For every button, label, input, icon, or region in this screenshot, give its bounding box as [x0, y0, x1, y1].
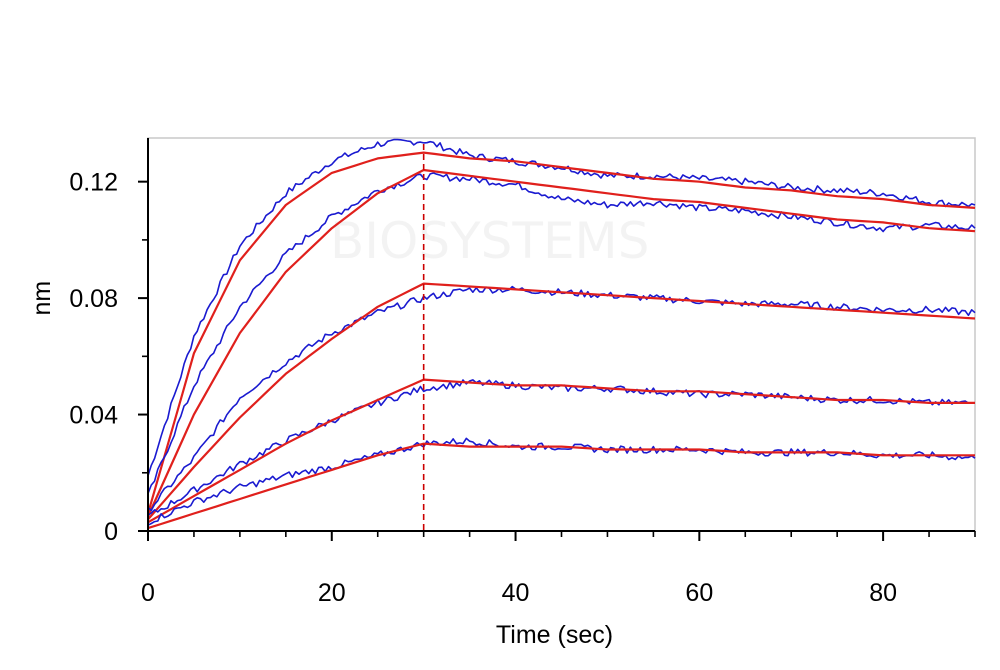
x-tick-label: 40 — [502, 579, 530, 607]
y-tick-label: 0.12 — [69, 169, 118, 197]
y-tick-label: 0 — [104, 518, 118, 546]
series-layer — [146, 138, 976, 530]
fit-curve-3 — [146, 168, 976, 517]
measured-curve-2 — [147, 172, 976, 494]
watermark-text: BIOSYSTEMS — [330, 212, 649, 270]
y-tick-label: 0.08 — [69, 285, 118, 313]
fit-curve-5 — [147, 282, 976, 521]
x-tick-label: 80 — [869, 579, 897, 607]
y-axis-title: nm — [28, 281, 56, 316]
fit-curve-7 — [147, 378, 975, 524]
fit-curve-1 — [146, 151, 976, 514]
x-tick-label: 20 — [318, 579, 346, 607]
axes-layer: 0 0.04 0.08 0.12 0 20 40 60 80 — [69, 138, 976, 607]
fit-curve-9 — [147, 442, 975, 530]
x-tick-label: 0 — [141, 579, 155, 607]
x-axis-title: Time (sec) — [496, 621, 613, 649]
y-tick-label: 0.04 — [69, 402, 118, 430]
measured-curve-0 — [147, 138, 976, 477]
watermark: BIOSYSTEMS — [330, 212, 649, 270]
x-tick-label: 60 — [685, 579, 713, 607]
